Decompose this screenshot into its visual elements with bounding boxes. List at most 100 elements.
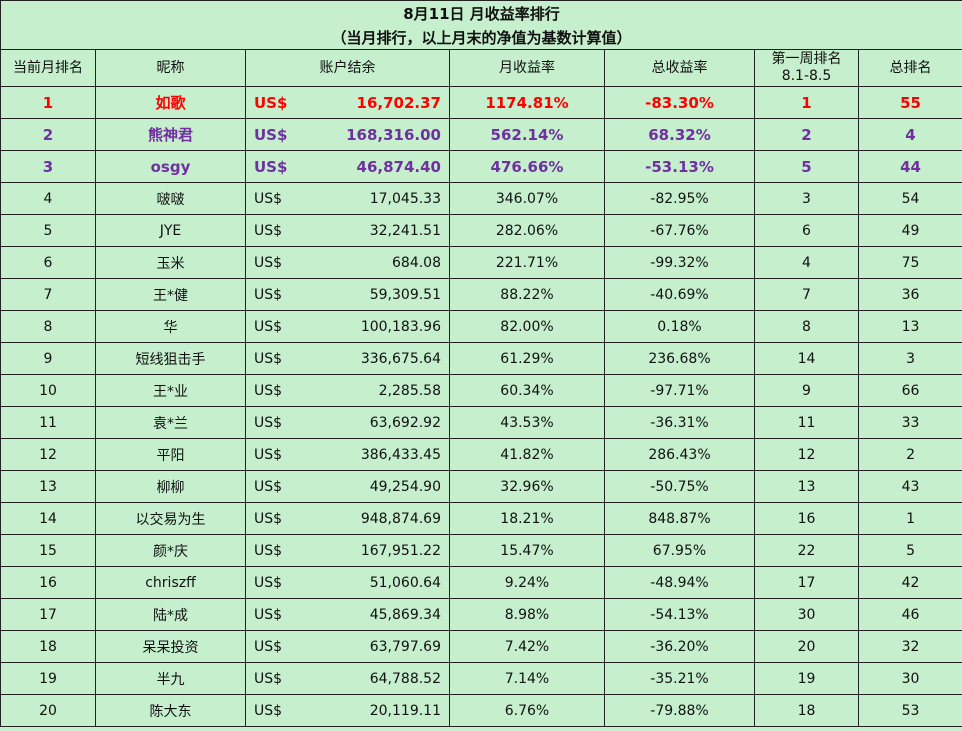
- overall-rank-cell: 3: [857, 342, 962, 375]
- total-return-cell: -36.20%: [604, 630, 755, 663]
- week1-rank-cell: 12: [754, 438, 859, 471]
- monthly-return-cell: 1174.81%: [449, 86, 605, 119]
- table-row: 9 短线狙击手 US$ 336,675.64 61.29% 236.68% 14 3: [0, 342, 962, 375]
- balance-cell: 167,951.22: [295, 534, 450, 567]
- currency-cell: US$: [245, 182, 296, 215]
- overall-rank-cell: 30: [857, 662, 962, 695]
- table-row: 14 以交易为生 US$ 948,874.69 18.21% 848.87% 16 1: [0, 502, 962, 535]
- currency-cell: US$: [245, 534, 296, 567]
- currency-cell: US$: [245, 438, 296, 471]
- total-return-cell: 848.87%: [604, 502, 755, 535]
- nickname-cell: 柳柳: [95, 470, 246, 503]
- table-row: 11 袁*兰 US$ 63,692.92 43.53% -36.31% 11 33: [0, 406, 962, 439]
- monthly-return-cell: 6.76%: [449, 694, 605, 727]
- monthly-return-cell: 88.22%: [449, 278, 605, 311]
- header-nickname: 昵称: [95, 49, 246, 87]
- table-row: 16 chriszff US$ 51,060.64 9.24% -48.94% 17 42: [0, 566, 962, 599]
- sheet-subtitle: （当月排行，以上月末的净值为基数计算值）: [0, 25, 962, 50]
- overall-rank-cell: 1: [857, 502, 962, 535]
- monthly-return-cell: 32.96%: [449, 470, 605, 503]
- currency-cell: US$: [245, 566, 296, 599]
- total-return-cell: -35.21%: [604, 662, 755, 695]
- total-return-cell: 236.68%: [604, 342, 755, 375]
- rank-cell: 11: [0, 406, 96, 439]
- week1-rank-cell: 5: [754, 150, 859, 183]
- balance-cell: 100,183.96: [295, 310, 450, 343]
- week1-rank-cell: 19: [754, 662, 859, 695]
- balance-cell: 2,285.58: [295, 374, 450, 407]
- table-row: 20 陈大东 US$ 20,119.11 6.76% -79.88% 18 53: [0, 694, 962, 727]
- currency-cell: US$: [245, 310, 296, 343]
- rank-cell: 3: [0, 150, 96, 183]
- nickname-cell: 王*业: [95, 374, 246, 407]
- header-rank: 当前月排名: [0, 49, 96, 87]
- overall-rank-cell: 36: [857, 278, 962, 311]
- monthly-return-cell: 9.24%: [449, 566, 605, 599]
- rank-cell: 16: [0, 566, 96, 599]
- table-row: 10 王*业 US$ 2,285.58 60.34% -97.71% 9 66: [0, 374, 962, 407]
- nickname-cell: JYE: [95, 214, 246, 247]
- currency-cell: US$: [245, 150, 296, 183]
- rank-cell: 19: [0, 662, 96, 695]
- currency-cell: US$: [245, 374, 296, 407]
- overall-rank-cell: 33: [857, 406, 962, 439]
- total-return-cell: 286.43%: [604, 438, 755, 471]
- balance-cell: 63,797.69: [295, 630, 450, 663]
- nickname-cell: chriszff: [95, 566, 246, 599]
- nickname-cell: 啵啵: [95, 182, 246, 215]
- rank-cell: 8: [0, 310, 96, 343]
- overall-rank-cell: 43: [857, 470, 962, 503]
- currency-cell: US$: [245, 406, 296, 439]
- nickname-cell: 华: [95, 310, 246, 343]
- table-row: 13 柳柳 US$ 49,254.90 32.96% -50.75% 13 43: [0, 470, 962, 503]
- header-monthly-return: 月收益率: [449, 49, 605, 87]
- overall-rank-cell: 66: [857, 374, 962, 407]
- overall-rank-cell: 49: [857, 214, 962, 247]
- monthly-return-cell: 15.47%: [449, 534, 605, 567]
- overall-rank-cell: 4: [857, 118, 962, 151]
- week1-rank-cell: 14: [754, 342, 859, 375]
- overall-rank-cell: 44: [857, 150, 962, 183]
- header-week1-label: 第一周排名: [771, 51, 842, 67]
- balance-cell: 16,702.37: [295, 86, 450, 119]
- rank-cell: 5: [0, 214, 96, 247]
- balance-cell: 32,241.51: [295, 214, 450, 247]
- overall-rank-cell: 75: [857, 246, 962, 279]
- rank-cell: 17: [0, 598, 96, 631]
- nickname-cell: osgy: [95, 150, 246, 183]
- monthly-return-cell: 476.66%: [449, 150, 605, 183]
- week1-rank-cell: 4: [754, 246, 859, 279]
- table-row: 18 呆呆投资 US$ 63,797.69 7.42% -36.20% 20 32: [0, 630, 962, 663]
- nickname-cell: 陆*成: [95, 598, 246, 631]
- monthly-return-cell: 221.71%: [449, 246, 605, 279]
- monthly-return-cell: 61.29%: [449, 342, 605, 375]
- nickname-cell: 平阳: [95, 438, 246, 471]
- overall-rank-cell: 13: [857, 310, 962, 343]
- total-return-cell: -50.75%: [604, 470, 755, 503]
- overall-rank-cell: 55: [857, 86, 962, 119]
- currency-cell: US$: [245, 662, 296, 695]
- currency-cell: US$: [245, 86, 296, 119]
- total-return-cell: -53.13%: [604, 150, 755, 183]
- week1-rank-cell: 8: [754, 310, 859, 343]
- currency-cell: US$: [245, 630, 296, 663]
- week1-rank-cell: 22: [754, 534, 859, 567]
- currency-cell: US$: [245, 598, 296, 631]
- currency-cell: US$: [245, 246, 296, 279]
- monthly-return-cell: 82.00%: [449, 310, 605, 343]
- table-row: 19 半九 US$ 64,788.52 7.14% -35.21% 19 30: [0, 662, 962, 695]
- balance-cell: 684.08: [295, 246, 450, 279]
- balance-cell: 64,788.52: [295, 662, 450, 695]
- nickname-cell: 熊神君: [95, 118, 246, 151]
- nickname-cell: 半九: [95, 662, 246, 695]
- monthly-return-cell: 60.34%: [449, 374, 605, 407]
- rank-cell: 14: [0, 502, 96, 535]
- table-row: 7 王*健 US$ 59,309.51 88.22% -40.69% 7 36: [0, 278, 962, 311]
- monthly-return-cell: 562.14%: [449, 118, 605, 151]
- week1-rank-cell: 3: [754, 182, 859, 215]
- overall-rank-cell: 2: [857, 438, 962, 471]
- total-return-cell: -54.13%: [604, 598, 755, 631]
- balance-cell: 336,675.64: [295, 342, 450, 375]
- rank-cell: 4: [0, 182, 96, 215]
